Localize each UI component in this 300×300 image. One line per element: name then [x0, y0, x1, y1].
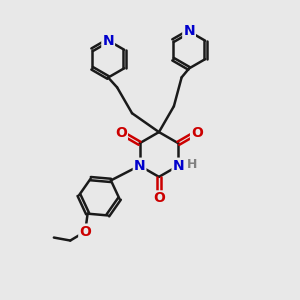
Text: H: H — [187, 158, 197, 171]
Text: O: O — [79, 225, 91, 238]
Text: O: O — [153, 191, 165, 206]
Text: N: N — [183, 24, 195, 38]
Text: N: N — [134, 159, 146, 173]
Text: O: O — [191, 125, 203, 140]
Text: O: O — [115, 125, 127, 140]
Text: N: N — [102, 34, 114, 47]
Text: N: N — [172, 159, 184, 173]
